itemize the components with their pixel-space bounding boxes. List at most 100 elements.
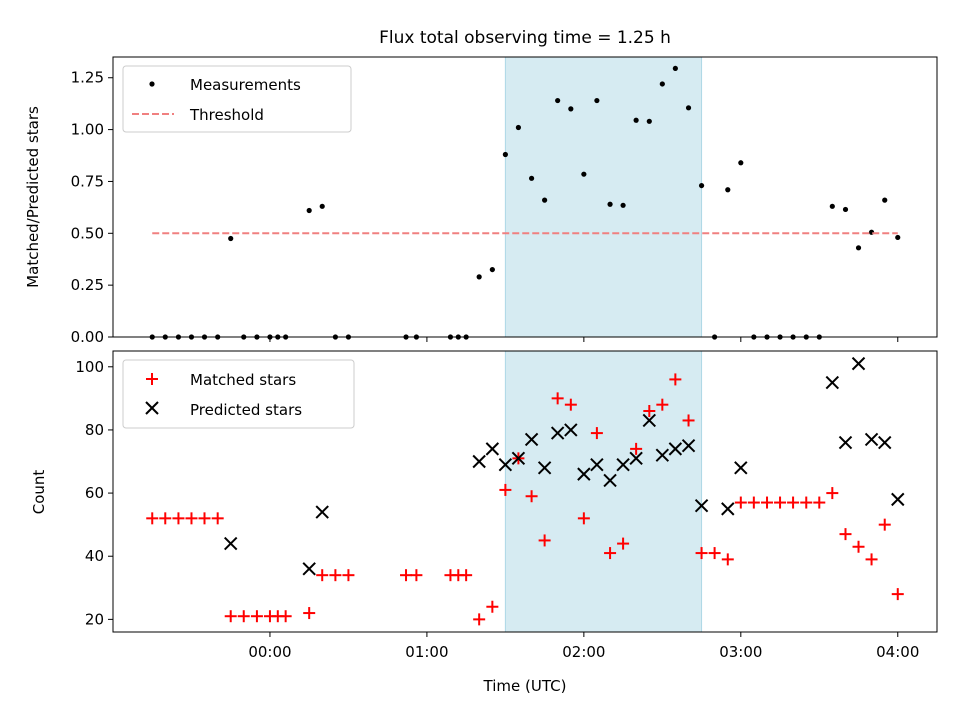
measurement-point (542, 197, 548, 203)
measurement-point (882, 197, 888, 203)
measurement-point (685, 105, 692, 111)
measurement-point (476, 274, 482, 280)
matched-stars-point (708, 547, 721, 560)
matched-stars-point (852, 540, 865, 553)
matched-stars-point (329, 569, 342, 582)
predicted-stars-point (838, 435, 853, 450)
predicted-stars-point (472, 454, 486, 469)
predicted-stars-point (498, 457, 513, 472)
bottom-data-marks (146, 356, 905, 626)
x-tick-label: 04:00 (876, 643, 919, 661)
matched-stars-point (761, 496, 774, 509)
matched-stars-point (800, 496, 813, 509)
measurement-point (633, 117, 639, 123)
predicted-stars-point (224, 536, 238, 551)
matched-stars-point (590, 427, 603, 440)
matched-stars-point (721, 553, 734, 566)
matched-stars-point (486, 600, 499, 613)
matched-stars-point (747, 496, 760, 509)
matched-stars-point (525, 490, 538, 503)
bottom-y-ticks: 20 40 60 80 100 (75, 358, 113, 628)
matched-stars-point (643, 404, 656, 417)
legend-predicted-marker (145, 401, 159, 415)
predicted-stars-point (642, 413, 657, 428)
predicted-stars-point (616, 457, 630, 472)
x-tick-label: 00:00 (248, 643, 291, 661)
matched-stars-point (669, 373, 682, 386)
y-tick-label: 1.25 (71, 69, 104, 87)
matched-stars-point (279, 610, 292, 623)
x-axis-label: Time (UTC) (483, 677, 567, 695)
matched-stars-point (865, 553, 878, 566)
measurement-point (228, 235, 234, 242)
bottom-panel: 20 40 60 80 100 00:00 01:00 02:00 03:00 04:00 Co… (30, 350, 938, 695)
legend-threshold-label: Threshold (189, 106, 264, 124)
matched-stars-point (695, 547, 708, 560)
matched-stars-point (342, 569, 355, 582)
x-tick-label: 02:00 (562, 643, 605, 661)
predicted-stars-point (825, 375, 840, 390)
predicted-stars-point (681, 439, 696, 453)
y-tick-label: 100 (75, 358, 104, 376)
top-axes-frame (112, 56, 938, 338)
bottom-y-axis-label: Count (30, 470, 48, 515)
measurement-point (568, 106, 574, 112)
matched-stars-point (316, 569, 329, 582)
measurement-point (829, 203, 835, 209)
predicted-stars-point (315, 505, 329, 519)
x-tick-label: 03:00 (719, 643, 762, 661)
measurement-point (672, 65, 678, 72)
top-legend: Measurements Threshold (122, 65, 352, 133)
matched-stars-point (410, 569, 423, 582)
y-tick-label: 0.75 (71, 172, 104, 190)
matched-stars-point (551, 392, 564, 405)
top-data-marks (149, 65, 901, 340)
predicted-stars-point (721, 502, 735, 516)
measurement-point (502, 151, 508, 158)
matched-stars-point (813, 496, 826, 509)
matched-stars-point (172, 512, 185, 525)
legend-matched-marker (146, 373, 158, 385)
matched-stars-point (577, 512, 590, 525)
measurement-point (620, 202, 626, 208)
predicted-stars-point (302, 562, 316, 576)
matched-stars-point (538, 534, 551, 547)
matched-stars-point (564, 398, 577, 411)
y-tick-label: 20 (85, 610, 104, 628)
matched-stars-point (774, 496, 787, 509)
measurement-point (895, 234, 901, 241)
matched-stars-point (303, 607, 316, 620)
bottom-axes-frame (112, 350, 938, 633)
matched-stars-point (891, 588, 904, 601)
x-tick-label: 01:00 (405, 643, 448, 661)
measurement-point (515, 124, 522, 131)
predicted-stars-point (878, 435, 892, 450)
top-highlight-span (504, 56, 703, 338)
legend-matched-label: Matched stars (190, 371, 296, 389)
predicted-stars-point (511, 451, 526, 466)
bottom-legend-box (122, 359, 355, 429)
matched-stars-point (159, 512, 172, 525)
matched-stars-point (400, 569, 413, 582)
matched-stars-point (787, 496, 800, 509)
bottom-highlight-span (504, 350, 703, 633)
matched-stars-point (499, 483, 512, 496)
bottom-legend: Matched stars Predicted stars (122, 359, 355, 429)
matched-stars-point (878, 518, 891, 531)
predicted-stars-point (603, 473, 617, 488)
predicted-stars-point (550, 426, 565, 440)
legend-measurements-label: Measurements (190, 76, 301, 94)
predicted-stars-point (694, 499, 709, 513)
chart-title: Flux total observing time = 1.25 h (379, 28, 671, 48)
measurement-point (855, 245, 862, 251)
measurement-point (725, 187, 731, 193)
matched-stars-point (734, 496, 747, 509)
measurement-point (319, 203, 325, 209)
bottom-x-ticks: 00:00 01:00 02:00 03:00 04:00 (248, 632, 919, 661)
measurement-point (581, 171, 587, 177)
measurement-point (306, 207, 312, 214)
y-tick-label: 80 (85, 421, 104, 439)
matched-stars-point (604, 547, 617, 560)
matched-stars-point (656, 398, 669, 411)
matched-stars-point (211, 512, 224, 525)
